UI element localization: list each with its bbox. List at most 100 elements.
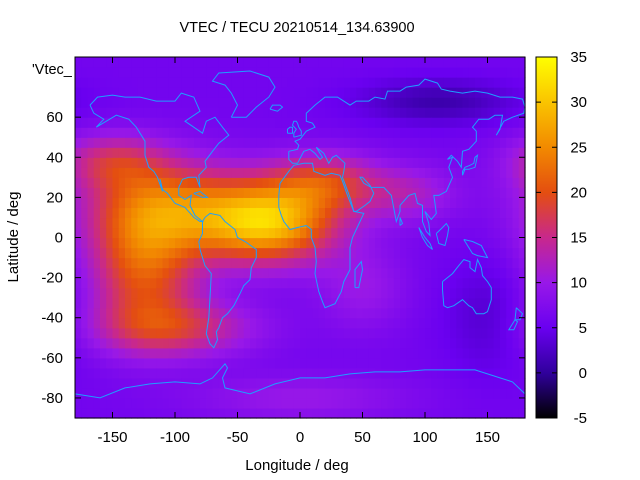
heatmap-cell [262, 207, 270, 219]
heatmap-cell [337, 397, 345, 409]
heatmap-cell [506, 107, 514, 118]
heatmap-cell [400, 387, 407, 399]
heatmap-cell [250, 327, 257, 339]
heatmap-cell [87, 167, 95, 178]
heatmap-cell [106, 137, 114, 148]
heatmap-cell [106, 397, 114, 409]
heatmap-cell [456, 367, 464, 379]
heatmap-cell [281, 307, 289, 319]
heatmap-cell [412, 377, 420, 389]
heatmap-cell [212, 187, 220, 198]
heatmap-cell [268, 167, 276, 178]
heatmap-cell [450, 367, 457, 379]
heatmap-cell [93, 267, 101, 279]
heatmap-cell [131, 77, 139, 88]
heatmap-cell [400, 87, 407, 98]
heatmap-cell [350, 207, 357, 219]
heatmap-cell [462, 77, 470, 88]
heatmap-cell [456, 157, 464, 168]
heatmap-cell [506, 97, 514, 108]
heatmap-cell [331, 397, 339, 409]
heatmap-cell [112, 367, 120, 379]
heatmap-cell [187, 177, 195, 188]
heatmap-cell [500, 227, 507, 239]
heatmap-cell [412, 327, 420, 339]
heatmap-cell [437, 387, 445, 399]
heatmap-cell [212, 407, 220, 419]
heatmap-cell [487, 247, 495, 259]
heatmap-cell [243, 327, 251, 339]
heatmap-cell [456, 187, 464, 198]
heatmap-cell [425, 287, 432, 299]
heatmap-cell [418, 127, 426, 138]
heatmap-cell [281, 127, 289, 138]
heatmap-cell [125, 277, 132, 289]
heatmap-cell [175, 217, 182, 229]
heatmap-cell [443, 327, 451, 339]
heatmap-cell [437, 397, 445, 409]
heatmap-cell [506, 87, 514, 98]
heatmap-cell [212, 167, 220, 178]
heatmap-cell [193, 237, 201, 249]
heatmap-cell [437, 277, 445, 289]
heatmap-cell [406, 267, 414, 279]
heatmap-cell [150, 397, 157, 409]
heatmap-cell [131, 157, 139, 168]
heatmap-cell [312, 377, 320, 389]
heatmap-cell [218, 227, 226, 239]
heatmap-cell [187, 227, 195, 239]
heatmap-cell [343, 327, 351, 339]
heatmap-cell [200, 117, 207, 128]
heatmap-cell [187, 247, 195, 259]
heatmap-cell [412, 177, 420, 188]
heatmap-cell [393, 367, 401, 379]
heatmap-cell [287, 237, 295, 249]
heatmap-cell [518, 337, 526, 349]
heatmap-cell [281, 207, 289, 219]
heatmap-cell [131, 267, 139, 279]
heatmap-cell [268, 177, 276, 188]
heatmap-cell [168, 397, 176, 409]
heatmap-cell [506, 407, 514, 419]
heatmap-cell [406, 227, 414, 239]
heatmap-cell [481, 257, 489, 269]
heatmap-cell [362, 117, 370, 128]
heatmap-cell [350, 147, 357, 158]
heatmap-cell [187, 287, 195, 299]
heatmap-cell [168, 187, 176, 198]
heatmap-cell [125, 187, 132, 198]
heatmap-cell [500, 207, 507, 219]
heatmap-cell [87, 387, 95, 399]
heatmap-cell [106, 87, 114, 98]
heatmap-cell [118, 317, 126, 329]
heatmap-cell [437, 307, 445, 319]
heatmap-cell [481, 377, 489, 389]
heatmap-cell [287, 147, 295, 158]
heatmap-cell [93, 207, 101, 219]
heatmap-cell [506, 77, 514, 88]
heatmap-cell [393, 137, 401, 148]
heatmap-cell [406, 397, 414, 409]
heatmap-cell [331, 287, 339, 299]
heatmap-cell [356, 407, 364, 419]
heatmap-cell [375, 127, 382, 138]
heatmap-cell [250, 107, 257, 118]
heatmap-cell [175, 207, 182, 219]
heatmap-cell [262, 327, 270, 339]
heatmap-cell [337, 357, 345, 369]
heatmap-cell [362, 157, 370, 168]
heatmap-cell [175, 167, 182, 178]
heatmap-cell [418, 367, 426, 379]
heatmap-cell [456, 117, 464, 128]
heatmap-cell [493, 67, 501, 78]
heatmap-cell [468, 297, 476, 309]
heatmap-cell [425, 387, 432, 399]
heatmap-cell [131, 57, 139, 68]
heatmap-cell [506, 127, 514, 138]
heatmap-cell [225, 117, 232, 128]
heatmap-cell [418, 187, 426, 198]
heatmap-cell [406, 207, 414, 219]
heatmap-cell [187, 97, 195, 108]
heatmap-cell [512, 197, 520, 209]
heatmap-cell [512, 107, 520, 118]
